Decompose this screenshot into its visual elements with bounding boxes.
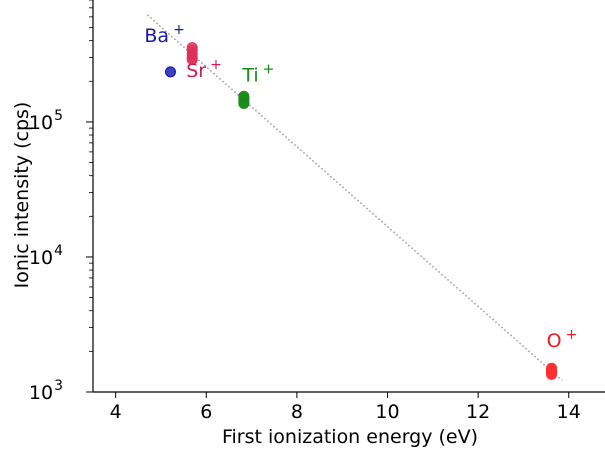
fit-line bbox=[146, 14, 563, 381]
data-point-sr bbox=[186, 42, 198, 54]
axes bbox=[86, 0, 605, 398]
ion-label-o: O + bbox=[547, 327, 578, 352]
y-tick-label: 105 bbox=[29, 108, 63, 134]
x-tick-label: 14 bbox=[557, 401, 581, 423]
x-tick-label: 8 bbox=[291, 401, 303, 423]
data-point-ba bbox=[164, 66, 176, 78]
ion-charge-ti: + bbox=[263, 61, 275, 77]
y-axis-label: Ionic intensity (cps) bbox=[11, 102, 33, 289]
ion-charge-ba: + bbox=[173, 22, 185, 38]
y-tick-label: 104 bbox=[29, 243, 63, 269]
ion-charge-o: + bbox=[566, 327, 578, 343]
data-point-o bbox=[546, 363, 558, 375]
x-tick-label: 6 bbox=[200, 401, 212, 423]
y-tick-label: 103 bbox=[29, 378, 63, 404]
ion-label-sr: Sr + bbox=[186, 57, 222, 82]
ion-label-ti: Ti + bbox=[241, 61, 274, 86]
tick-labels: 4 6 8 10 12 14 103 104 105 bbox=[29, 108, 581, 423]
x-tick-label: 4 bbox=[110, 401, 122, 423]
x-tick-label: 10 bbox=[375, 401, 399, 423]
x-tick-label: 12 bbox=[466, 401, 490, 423]
ion-charge-sr: + bbox=[210, 57, 222, 73]
data-points bbox=[164, 42, 558, 380]
y-tick-exponent: 5 bbox=[54, 108, 63, 124]
data-point-ti bbox=[238, 92, 250, 104]
ion-label-ba: Ba + bbox=[144, 22, 184, 47]
y-tick-exponent: 3 bbox=[54, 378, 63, 394]
x-axis-label: First ionization energy (eV) bbox=[222, 426, 478, 448]
fit-line-group bbox=[146, 14, 563, 381]
y-tick-exponent: 4 bbox=[54, 243, 63, 259]
data-point-sr bbox=[186, 54, 198, 66]
ion-labels: Ba +Sr + Ti + O + bbox=[144, 22, 577, 352]
